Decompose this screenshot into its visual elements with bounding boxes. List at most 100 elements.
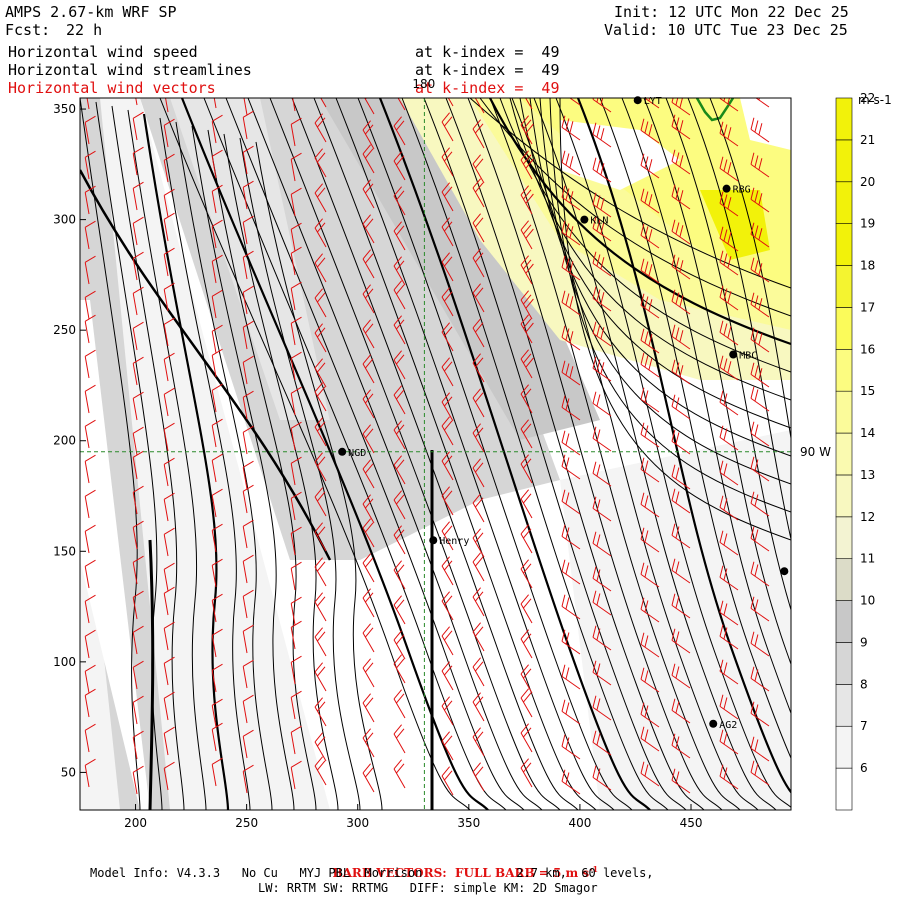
wind-barb (472, 283, 485, 313)
wind-barb (84, 723, 96, 753)
field-speed-level: at k-index = 49 (415, 43, 560, 61)
wind-barb (132, 590, 144, 620)
wind-barb (441, 661, 454, 691)
wind-barb (592, 660, 612, 686)
wind-barb (520, 758, 533, 788)
wind-barb (592, 192, 612, 218)
wind-barb (671, 184, 691, 210)
station-marker (729, 350, 738, 359)
wind-barb (290, 187, 302, 217)
wind-barb (132, 555, 144, 585)
wind-barb (569, 98, 581, 106)
wind-barb (314, 522, 327, 552)
field-speed-name: Horizontal wind speed (8, 43, 198, 61)
wind-barb (472, 423, 485, 453)
wind-barb (242, 519, 254, 549)
barb-note-text: BARB VECTORS: FULL BARB = 5 m s (332, 866, 590, 880)
wind-barb (640, 726, 660, 752)
wind-barb (290, 456, 302, 486)
wind-barb (132, 765, 144, 795)
wind-barb (163, 761, 175, 791)
streamline (239, 137, 361, 810)
colorbar-label: 14 (860, 426, 875, 440)
wind-barb (520, 419, 533, 449)
streamline (291, 98, 579, 810)
wind-barb (163, 118, 175, 148)
wind-barb (592, 695, 612, 721)
wind-barb (362, 459, 375, 489)
colorbar-cell (835, 432, 853, 476)
streamline (555, 98, 791, 808)
wind-barb (314, 592, 327, 622)
streamline (159, 98, 471, 810)
wind-barb (393, 315, 406, 345)
wind-barb (719, 355, 739, 381)
wind-barb (671, 394, 691, 420)
wind-barb (561, 629, 581, 655)
wind-barb (472, 178, 485, 208)
wind-barb (290, 760, 302, 790)
wind-barb (163, 562, 175, 592)
wind-barb (719, 98, 739, 112)
station-label: KLN (590, 216, 608, 227)
wind-barb (362, 658, 375, 688)
wind-barb (671, 733, 691, 759)
streamline (401, 98, 669, 810)
wind-barb (640, 527, 660, 553)
colorbar-label: 21 (860, 133, 875, 147)
wind-barb (525, 98, 533, 110)
wind-barb (242, 425, 254, 455)
colorbar-cell (835, 767, 853, 811)
wind-barb (290, 386, 302, 416)
wind-barb (211, 593, 223, 623)
wind-barb (719, 191, 739, 217)
wind-barb (640, 352, 660, 378)
colorbar-cell (835, 97, 853, 141)
wind-barb (84, 220, 96, 250)
wind-barb (242, 484, 254, 514)
x-tick-label: 200 (124, 816, 147, 830)
wind-barb (393, 151, 406, 181)
wind-barb (84, 384, 96, 414)
y-tick-label: 150 (53, 544, 76, 558)
wind-barb (362, 120, 375, 150)
wind-barb (640, 667, 660, 693)
y-tick-label: 250 (53, 323, 76, 337)
wind-barb (393, 385, 406, 415)
wind-barb (719, 764, 739, 790)
wind-barb (592, 730, 612, 756)
wind-barb (561, 360, 581, 386)
colorbar-label: 22 (860, 91, 875, 105)
wind-barb (447, 98, 454, 107)
wind-barb (362, 623, 375, 653)
wind-barb (393, 280, 406, 310)
colorbar-cell (835, 307, 853, 350)
streamline-bold (80, 169, 332, 561)
wind-barb (472, 248, 485, 278)
wind-barb (393, 350, 406, 380)
wind-barb (520, 664, 533, 694)
wind-barb (561, 255, 581, 281)
wind-barb (561, 559, 581, 585)
wind-barb (393, 420, 406, 450)
wind-barb (132, 520, 144, 550)
wind-barb (472, 119, 485, 149)
wind-barb (592, 625, 612, 651)
wind-barb (592, 426, 612, 452)
barb-note: BARB VECTORS: FULL BARB = 5 m s-1 (318, 850, 598, 880)
wind-barb (242, 320, 254, 350)
wind-barb (242, 215, 254, 245)
station-label: LYT (644, 96, 662, 107)
wind-barb (472, 727, 485, 757)
wind-barb (520, 384, 533, 414)
wind-barb (393, 221, 406, 251)
wind-barb (84, 349, 96, 379)
wind-barb (393, 256, 406, 286)
wind-barb (719, 156, 739, 182)
wind-barb (520, 723, 533, 753)
x-tick-label: 450 (680, 816, 703, 830)
wind-barb (211, 663, 223, 693)
wind-barb (520, 185, 534, 215)
station-marker (633, 96, 642, 105)
